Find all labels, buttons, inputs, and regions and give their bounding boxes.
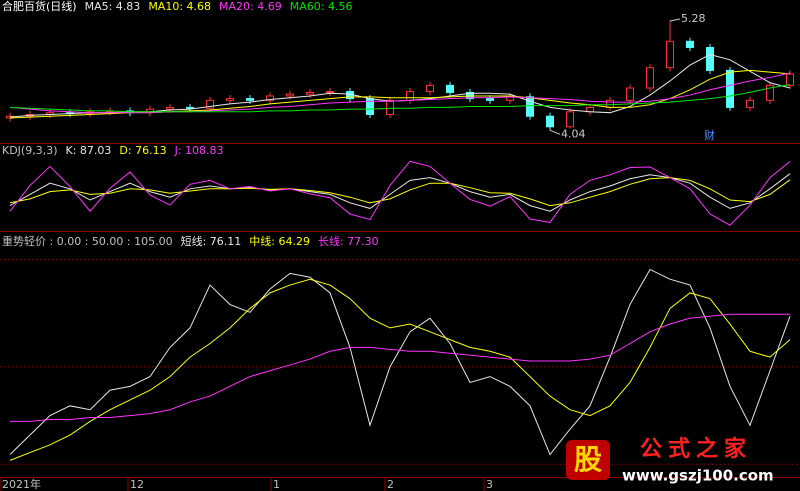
panel-title: 重势轻价 : 0.00 : 50.00 : 105.00 xyxy=(2,234,173,248)
candle-body xyxy=(646,67,654,89)
candle-body xyxy=(486,98,494,101)
candle-body xyxy=(286,93,294,97)
series-line xyxy=(9,72,791,114)
candle-body xyxy=(606,99,614,108)
series-line xyxy=(9,268,791,456)
watermark-badge xyxy=(566,440,610,480)
candle-body xyxy=(166,106,174,110)
candle-body xyxy=(226,98,234,101)
time-label: 12 xyxy=(130,478,144,491)
candle-body xyxy=(206,99,214,109)
candle-body xyxy=(386,99,394,115)
series-line xyxy=(9,173,791,212)
legend-entry: K: 87.03 xyxy=(66,144,112,157)
candle-body xyxy=(786,73,794,86)
candle-body xyxy=(446,84,454,93)
time-label: 2021年 xyxy=(2,477,41,491)
watermark-brand: 公式之家 xyxy=(640,436,752,462)
legend-entry: D: 76.13 xyxy=(119,144,166,157)
candle-body xyxy=(526,96,534,117)
candle-body xyxy=(766,84,774,101)
candle-body xyxy=(266,95,274,101)
candle-body xyxy=(666,40,674,69)
candle-body xyxy=(626,87,634,101)
candle-body xyxy=(686,40,694,48)
legend-entry: MA10: 4.68 xyxy=(148,0,211,13)
series-line xyxy=(9,160,791,226)
legend-entry: 长线: 77.30 xyxy=(318,234,379,248)
legend-entry: J: 108.83 xyxy=(174,144,224,157)
annotation-arrow xyxy=(669,18,681,22)
series-line xyxy=(9,83,791,113)
legend-entry: 短线: 76.11 xyxy=(181,234,242,248)
annotation-arrow xyxy=(549,129,561,135)
candle-body xyxy=(426,84,434,93)
candle-body xyxy=(746,99,754,108)
annotation-label: 5.28 xyxy=(681,12,706,25)
time-label: 3 xyxy=(486,478,493,491)
candle-body xyxy=(326,91,334,94)
annotation-label: 财 xyxy=(704,128,715,142)
series-line xyxy=(9,177,791,207)
candle-body xyxy=(546,115,554,128)
candle-body xyxy=(306,91,314,95)
series-line xyxy=(10,313,790,422)
candle-body xyxy=(406,91,414,101)
candle-body xyxy=(186,106,194,109)
annotation-label: 4.04 xyxy=(561,127,586,140)
panel-title: 合肥百货(日线) xyxy=(2,0,77,13)
legend-entry: 中线: 64.29 xyxy=(249,234,310,248)
candle-body xyxy=(726,69,734,108)
watermark-icon: 股 xyxy=(574,443,602,476)
legend-entry: MA60: 4.56 xyxy=(290,0,353,13)
panel-title: KDJ(9,3,3) xyxy=(2,144,58,157)
candle-body xyxy=(246,98,254,101)
legend-entry: MA5: 4.83 xyxy=(85,0,141,13)
candle-body xyxy=(706,46,714,71)
candle-body xyxy=(566,111,574,128)
time-label: 2 xyxy=(387,478,394,491)
watermark-url: www.gszj100.com xyxy=(622,467,774,485)
legend-entry: MA20: 4.69 xyxy=(219,0,282,13)
time-label: 1 xyxy=(273,478,280,491)
